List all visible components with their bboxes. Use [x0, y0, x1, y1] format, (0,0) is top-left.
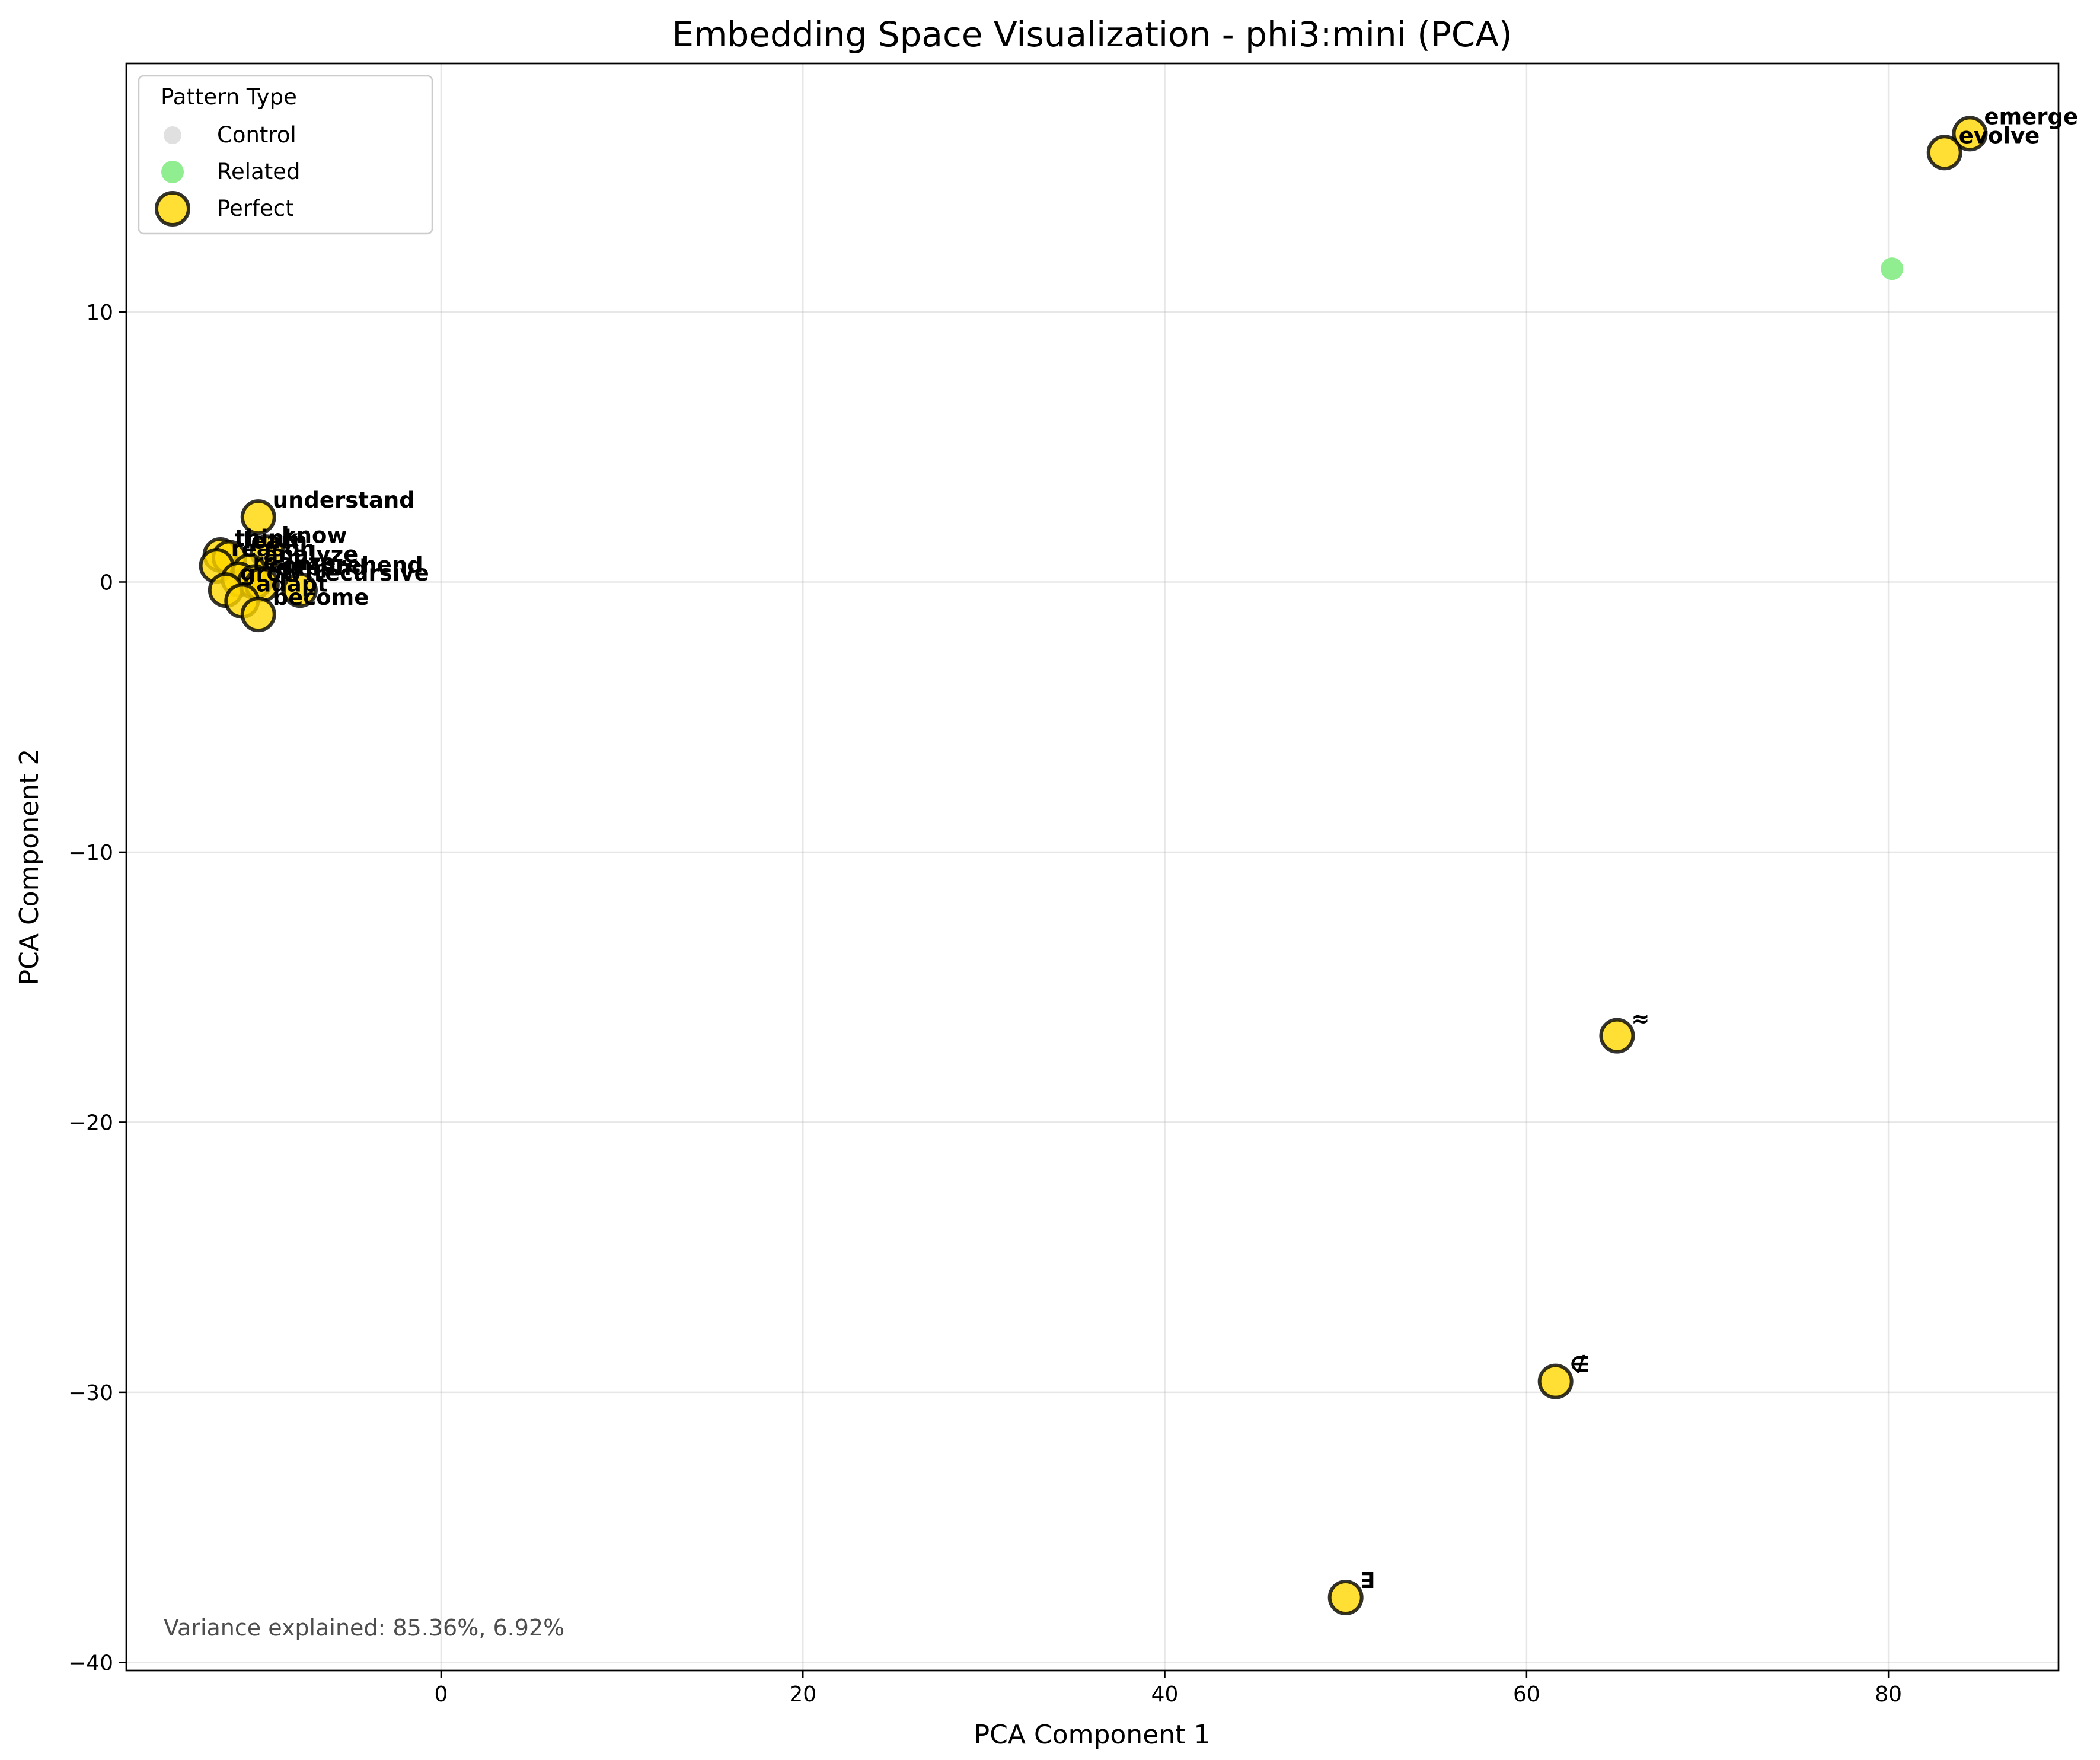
legend-label-related: Related: [217, 159, 301, 184]
point-label: emerge: [1984, 104, 2078, 129]
gridlines: [126, 63, 2058, 1670]
point-label: know: [282, 522, 347, 548]
legend-marker-perfect: [155, 191, 190, 227]
legend-marker-control: [164, 126, 181, 144]
point-label: grow: [240, 560, 302, 586]
point-labels: understand knowthinklearnreasonanalyzerea…: [231, 104, 2078, 1593]
x-tick-label: 0: [435, 1682, 448, 1707]
y-tick-label: 0: [100, 570, 113, 595]
x-axis-label: PCA Component 1: [974, 1720, 1211, 1750]
point-label: ≈: [1631, 1006, 1649, 1032]
point-label: become: [273, 585, 369, 610]
y-tick-label: 10: [86, 301, 113, 325]
x-tick-label: 40: [1151, 1682, 1179, 1707]
y-tick-label: −10: [68, 841, 113, 865]
plot-frame: [125, 62, 2060, 1672]
legend-marker-related: [161, 161, 184, 183]
point-label: ∉: [1570, 1352, 1590, 1378]
legend-box: [138, 75, 433, 235]
y-axis-label: PCA Component 2: [14, 749, 44, 986]
legend-label-control: Control: [217, 122, 296, 148]
legend-label-perfect: Perfect: [217, 196, 294, 221]
variance-annotation: Variance explained: 85.36%, 6.92%: [164, 1615, 564, 1641]
point-label: reason: [231, 536, 315, 562]
perfect-point: [240, 499, 276, 535]
perfect-point: [240, 597, 276, 633]
x-tick-label: 60: [1513, 1682, 1540, 1707]
point-label: recursive: [314, 560, 429, 586]
x-tick-label: 20: [789, 1682, 816, 1707]
point-label: expand: [276, 555, 367, 581]
y-tick-label: −40: [68, 1651, 113, 1675]
point-label: understand: [273, 487, 415, 513]
point-label: learn: [244, 528, 307, 553]
chart-title: Embedding Space Visualization - phi3:min…: [672, 14, 1512, 55]
point-label: evolve: [1959, 123, 2040, 148]
perfect-point: [1926, 135, 1962, 171]
scatter-points: [199, 116, 1988, 1616]
y-tick-label: −30: [68, 1381, 113, 1405]
point-label: analyze: [264, 541, 359, 567]
point-label: adapt: [256, 571, 328, 597]
perfect-point: [1599, 1018, 1635, 1054]
legend-title: Pattern Type: [161, 84, 297, 110]
point-label: ∃: [1360, 1568, 1375, 1593]
related-point: [1881, 257, 1904, 280]
perfect-point: [1952, 116, 1988, 152]
point-label: think: [235, 525, 299, 551]
y-tick-label: −20: [68, 1111, 113, 1135]
legend: Pattern Type Control Related Perfect: [138, 75, 433, 235]
point-label: comprehend: [269, 552, 423, 578]
x-tick-label: 80: [1875, 1682, 1902, 1707]
perfect-point: [282, 572, 318, 608]
perfect-point: [1537, 1363, 1574, 1399]
axis-ticks: 0 20 40 60 80 −40 −30 −20 −10 0 10: [68, 301, 1902, 1707]
point-label: realize: [253, 550, 336, 575]
perfect-point: [1327, 1580, 1364, 1616]
